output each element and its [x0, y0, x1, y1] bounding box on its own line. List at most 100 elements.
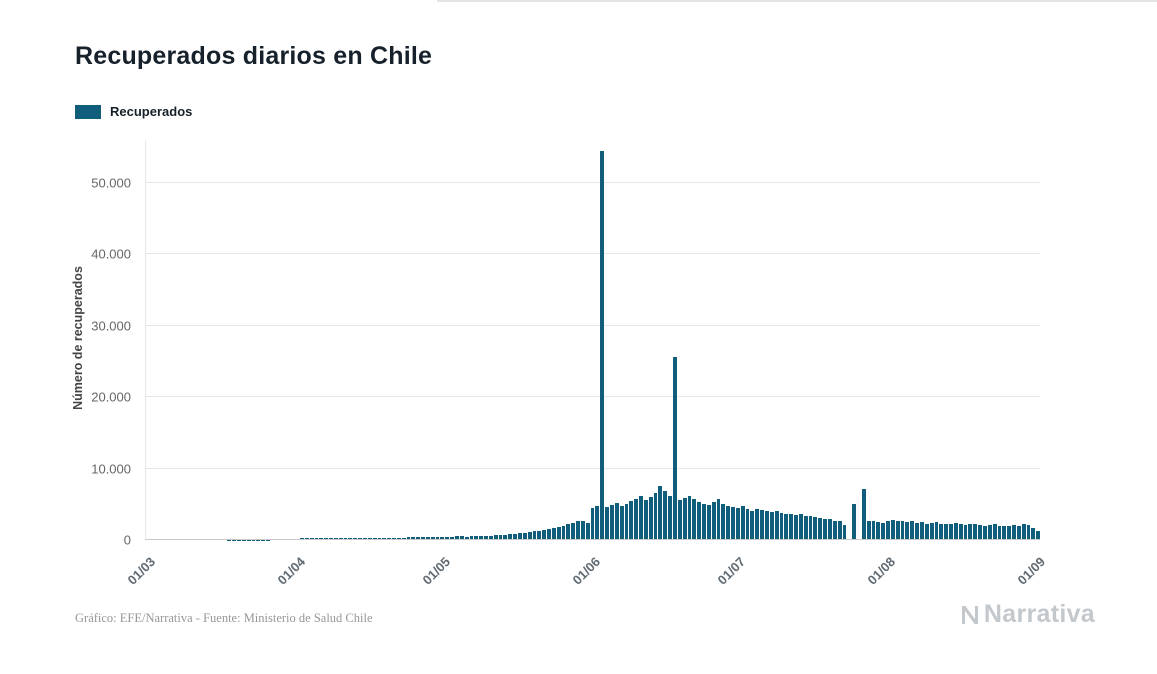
bar [687, 496, 692, 540]
bar [382, 537, 387, 540]
bar [1031, 527, 1036, 540]
bar [794, 515, 798, 540]
bar [726, 505, 731, 540]
bar [353, 537, 358, 540]
bars-container [145, 140, 1041, 540]
bar [706, 505, 711, 540]
bar [682, 497, 687, 540]
bar [484, 535, 488, 540]
y-tick-label: 20.000 [91, 389, 131, 405]
bar [755, 508, 760, 540]
narrativa-logo-text: Narrativa [983, 600, 1095, 628]
bar [949, 523, 953, 540]
footer-credit: Gráfico: EFE/Narrativa - Fuente: Ministe… [75, 611, 373, 625]
chart-title: Recuperados diarios en Chile [75, 42, 433, 70]
bar [580, 520, 585, 540]
narrativa-logo: Narrativa [958, 600, 1095, 629]
bar [823, 518, 827, 540]
bar [411, 537, 416, 540]
bar [731, 507, 735, 540]
bar [648, 497, 653, 540]
bar [750, 510, 755, 540]
bar [813, 517, 818, 540]
bar [784, 513, 789, 540]
bar [547, 529, 551, 540]
y-tick-label: 10.000 [91, 461, 131, 477]
bar [934, 522, 939, 540]
bar [517, 533, 522, 540]
bar [895, 521, 900, 540]
window-edge-line [437, 0, 1157, 2]
bar [920, 522, 924, 540]
bar [566, 524, 571, 540]
bar [721, 503, 726, 540]
bar [982, 525, 987, 540]
legend-swatch [75, 104, 101, 119]
bar [614, 502, 619, 540]
bar [455, 536, 459, 540]
bar [692, 499, 697, 540]
y-tick-label: 30.000 [91, 318, 131, 334]
bar [832, 520, 837, 540]
bar [740, 506, 745, 540]
bar [789, 514, 794, 540]
bar [973, 523, 978, 540]
bar [600, 150, 605, 540]
bar [1016, 526, 1021, 540]
gridline [145, 324, 1040, 326]
bar [435, 536, 440, 540]
bar [619, 505, 624, 540]
bar [508, 534, 513, 540]
bar [634, 498, 639, 540]
bar [672, 357, 677, 540]
bar [556, 527, 561, 540]
x-tick-label: 01/04 [274, 554, 309, 588]
bar [542, 530, 547, 540]
bar [387, 537, 392, 540]
bar [837, 521, 842, 540]
bar [765, 511, 769, 540]
bar [571, 522, 576, 540]
bar [653, 492, 658, 540]
bar [958, 524, 963, 540]
gridline [145, 181, 1040, 183]
bar [997, 525, 1002, 540]
bar [818, 517, 823, 540]
bar [488, 535, 493, 540]
plot-area: 0 10.000 20.000 30.000 40.000 50.000 01/03 01/… [91, 140, 1048, 588]
x-tick-label: 01/05 [419, 554, 454, 588]
bar [479, 535, 484, 540]
bar [445, 536, 450, 540]
bar [498, 535, 503, 540]
bar [537, 530, 542, 540]
x-tick-label: 01/07 [714, 554, 749, 588]
bar [503, 534, 508, 540]
bar [392, 537, 396, 540]
bar [585, 522, 590, 540]
bar [677, 500, 682, 540]
y-axis-title: Número de recuperados [71, 266, 85, 410]
bar [643, 500, 648, 540]
x-tick-label: 01/08 [864, 554, 899, 588]
bar [915, 522, 919, 540]
bar [576, 521, 580, 540]
legend[interactable]: Recuperados [75, 104, 192, 119]
bar [866, 520, 871, 540]
bar [605, 507, 609, 540]
bar [348, 537, 353, 540]
bar [987, 525, 992, 540]
bar [1002, 526, 1007, 540]
bar [905, 522, 910, 540]
bar [871, 521, 876, 540]
bar [440, 536, 445, 540]
bar [876, 522, 881, 540]
gridline [145, 467, 1040, 469]
bar [968, 524, 973, 540]
bar [939, 523, 944, 540]
bar [808, 516, 813, 540]
bar [992, 524, 997, 540]
bar [610, 505, 614, 540]
bar [827, 519, 832, 540]
bar [1026, 525, 1031, 540]
